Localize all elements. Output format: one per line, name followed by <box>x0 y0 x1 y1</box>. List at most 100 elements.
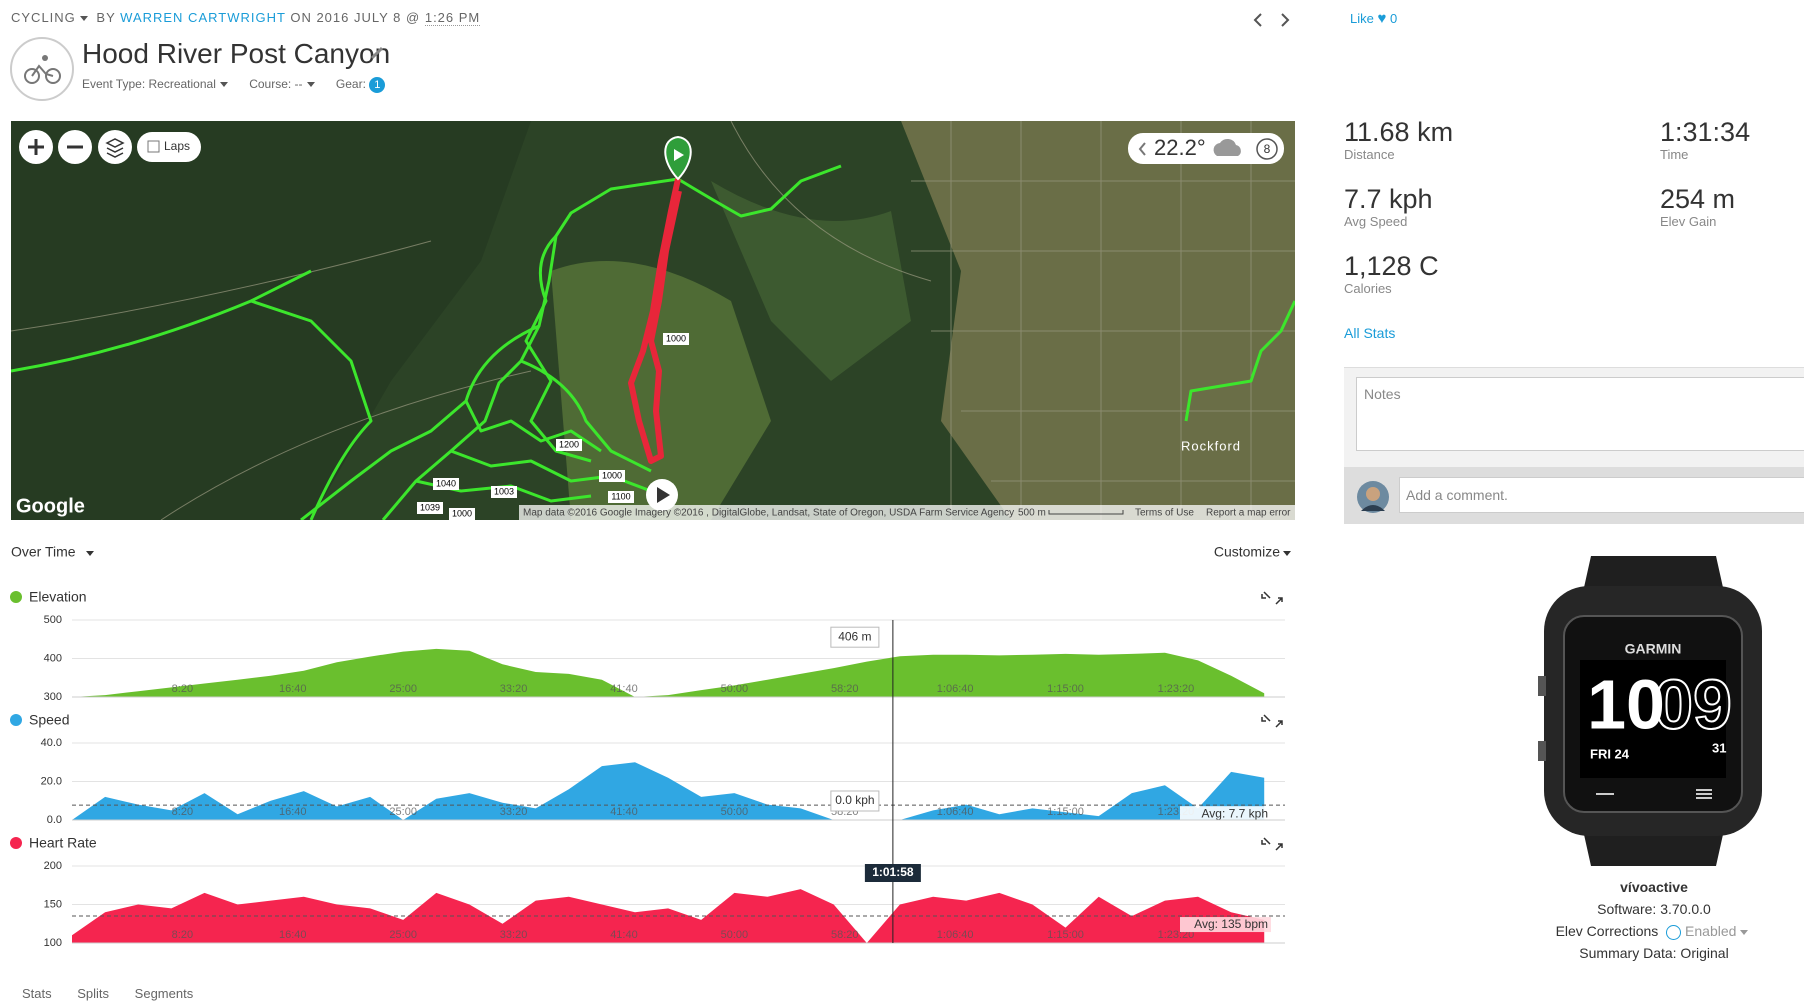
trail-marker: 1000 <box>452 508 472 518</box>
x-tick-label: 41:40 <box>610 683 638 695</box>
x-tick-label: 16:40 <box>279 929 307 941</box>
x-tick-label: 8:20 <box>172 683 193 695</box>
notes-placeholder: Notes <box>1364 386 1401 402</box>
average-label-bg <box>1180 917 1271 933</box>
x-tick-label: 58:20 <box>831 929 859 941</box>
activity-title[interactable]: Hood River Post Canyon <box>82 38 391 69</box>
x-tick-label: 1:06:40 <box>937 683 974 695</box>
like[interactable]: Like ♥ 0 <box>1350 10 1397 27</box>
area <box>72 762 1265 820</box>
google-logo: Google <box>16 495 85 517</box>
laps-label[interactable]: Laps <box>164 139 190 153</box>
watch-hour: 10 <box>1587 665 1665 743</box>
prev[interactable] <box>1253 13 1262 27</box>
x-tick-label: 33:20 <box>500 683 528 695</box>
tab[interactable]: Stats <box>22 986 52 1001</box>
stat-label: Calories <box>1344 281 1392 296</box>
y-tick-label: 100 <box>44 937 62 949</box>
stat-value: 1:31:34 <box>1660 117 1751 147</box>
tooltip-label: 406 m <box>838 629 871 643</box>
x-tick-label: 25:00 <box>389 929 417 941</box>
stat-label: Time <box>1660 147 1689 162</box>
notes-box[interactable]: Notes <box>1356 377 1804 451</box>
trail-markers: 1000 1200 1040 1039 1003 1000 1100 1000 <box>417 333 689 520</box>
y-tick-label: 0.0 <box>47 814 62 826</box>
nav-arrows[interactable] <box>1252 10 1292 30</box>
activity-type[interactable]: CYCLING <box>11 10 76 25</box>
course[interactable]: Course: -- <box>249 77 303 91</box>
y-tick-label: 20.0 <box>41 775 62 787</box>
temperature: 22.2° <box>1154 135 1206 160</box>
watch-minute: 09 <box>1654 665 1732 743</box>
next[interactable] <box>1281 13 1290 27</box>
map[interactable]: Laps 22.2° 8 1000 1200 1040 1039 1003 10… <box>11 121 1295 520</box>
watch-brand: GARMIN <box>1625 641 1682 657</box>
x-tick-label: 25:00 <box>389 806 417 818</box>
x-tick-label: 1:15:00 <box>1047 683 1084 695</box>
gear[interactable]: Gear: <box>335 77 366 91</box>
tabs: Stats Splits Segments <box>22 986 193 1001</box>
date: ON 2016 JULY 8 @ <box>290 10 421 25</box>
summary-data: Summary Data: Original <box>1579 945 1729 961</box>
map-controls[interactable] <box>19 130 201 164</box>
legend-label: Speed <box>29 712 69 728</box>
expand-icon[interactable] <box>1261 591 1283 605</box>
like-text[interactable]: Like <box>1350 11 1374 26</box>
tab[interactable]: Splits <box>77 986 110 1001</box>
report-link[interactable]: Report a map error <box>1206 508 1291 519</box>
stat-value: 11.68 km <box>1344 117 1454 147</box>
stat-value: 1,128 C <box>1344 251 1439 281</box>
trail-marker: 1040 <box>436 478 456 488</box>
terms-link[interactable]: Terms of Use <box>1135 508 1194 519</box>
trail-marker: 1000 <box>666 333 686 343</box>
average-label: Avg: 7.7 kph <box>1202 806 1269 820</box>
comment-input[interactable]: Add a comment. <box>1399 477 1804 513</box>
stat-label: Distance <box>1344 147 1395 162</box>
x-tick-label: 25:00 <box>389 683 417 695</box>
x-tick-label: 33:20 <box>500 929 528 941</box>
x-tick-label: 8:20 <box>172 806 193 818</box>
expand-icon[interactable] <box>1261 837 1283 851</box>
avatar <box>1357 481 1389 513</box>
x-tick-label: 16:40 <box>279 683 307 695</box>
author[interactable]: WARREN CARTWRIGHT <box>120 10 286 25</box>
stat-label: Avg Speed <box>1344 214 1408 229</box>
time: 1:26 PM <box>424 10 481 26</box>
x-tick-label: 1:15:00 <box>1047 806 1084 818</box>
tooltip-box <box>830 626 880 648</box>
x-tick-label: 1:06:40 <box>937 929 974 941</box>
event-type[interactable]: Event Type: Recreational <box>82 77 216 91</box>
customize[interactable]: Customize <box>1214 544 1280 560</box>
x-tick-label: 16:40 <box>279 806 307 818</box>
gear-badge[interactable]: 1 <box>369 77 386 93</box>
comment-placeholder: Add a comment. <box>1406 487 1508 503</box>
area <box>72 648 1265 697</box>
trail-marker: 1003 <box>494 486 514 496</box>
device-software: Software: 3.70.0.0 <box>1597 901 1711 917</box>
tab[interactable]: Segments <box>134 986 194 1001</box>
x-tick-label: 50:00 <box>721 806 749 818</box>
y-tick-label: 200 <box>44 860 62 872</box>
x-tick-label: 50:00 <box>721 683 749 695</box>
edit-icon[interactable] <box>370 46 384 60</box>
elev-status[interactable]: Enabled <box>1685 923 1737 939</box>
y-tick-label: 500 <box>44 614 62 626</box>
device-image: GARMIN 10 09 FRI 24 31 <box>1538 556 1762 866</box>
breadcrumb: CYCLING BY WARREN CARTWRIGHT ON 2016 JUL… <box>11 10 481 26</box>
stat-value: 254 m <box>1660 184 1736 214</box>
help-icon[interactable] <box>1666 924 1682 940</box>
watch-date: 31 <box>1712 740 1726 755</box>
cursor-label-bg <box>864 864 921 882</box>
cursor-label: 1:01:58 <box>872 865 914 879</box>
view-selector[interactable]: Over Time <box>11 544 76 560</box>
legend-label: Heart Rate <box>29 835 97 851</box>
x-tick-label: 41:40 <box>610 929 638 941</box>
notes-panel: Notes <box>1344 367 1804 468</box>
tooltip-label: 0.0 kph <box>835 793 874 807</box>
device-name: vívoactive <box>1620 879 1688 895</box>
x-tick-label: 33:20 <box>500 806 528 818</box>
all-stats-link[interactable]: All Stats <box>1344 325 1396 341</box>
meta-row: Event Type: Recreational Course: -- Gear… <box>82 77 386 93</box>
trail-marker: 1039 <box>420 502 440 512</box>
expand-icon[interactable] <box>1261 714 1283 728</box>
